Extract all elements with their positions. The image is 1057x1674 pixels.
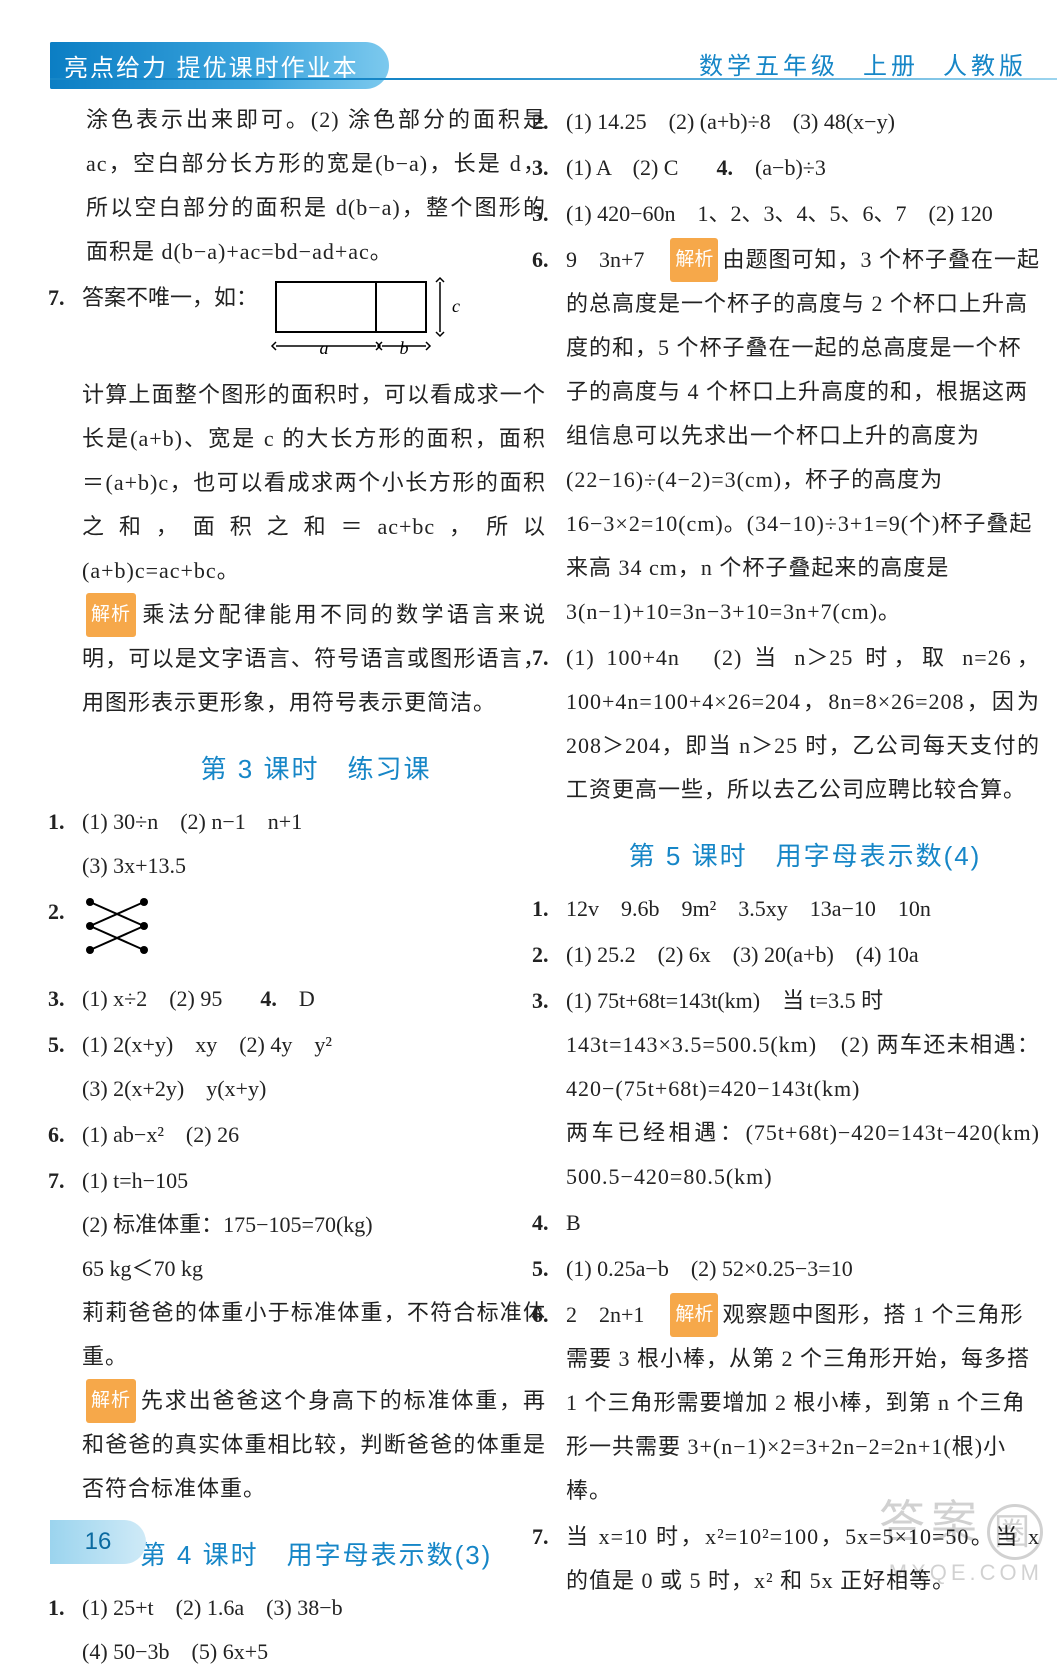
- s3-q1: 1. (1) 30÷n (2) n−1 n+1 (3) 3x+13.5: [86, 800, 546, 888]
- r-q7-text: (1) 100+4n (2) 当 n＞25 时，取 n=26，100+4n=10…: [566, 636, 1040, 812]
- analysis-tag: 解析: [86, 1379, 136, 1423]
- right-column: 2. (1) 14.25 (2) (a+b)÷8 (3) 48(x−y) 3. …: [570, 98, 1040, 1674]
- s3-q5a: (1) 2(x+y) xy (2) 4y y²: [82, 1023, 546, 1067]
- r-q2: 2. (1) 14.25 (2) (a+b)÷8 (3) 48(x−y): [570, 100, 1040, 144]
- analysis-tag: 解析: [670, 238, 718, 282]
- s3-q2: 2.: [86, 890, 546, 975]
- page-header: 亮点给力 提优课时作业本 数学五年级上册人教版: [0, 0, 1057, 80]
- s3-q6: 6. (1) ab−x² (2) 26: [86, 1113, 546, 1157]
- s5-q3b: 143t=143×3.5=500.5(km) (2) 两车还未相遇：420−(7…: [566, 1023, 1040, 1111]
- s5-q3c: 两车已经相遇：(75t+68t)−420=143t−420(km) 500.5−…: [566, 1111, 1040, 1199]
- s4-q1b: (4) 50−3b (5) 6x+5: [82, 1630, 546, 1674]
- section5-title: 第 5 课时 用字母表示数(4): [570, 836, 1040, 873]
- analysis-tag: 解析: [670, 1293, 718, 1337]
- page-number: 16: [50, 1520, 146, 1564]
- s3-q3: 3. (1) x÷2 (2) 954.D: [86, 977, 546, 1021]
- r-q7: 7. (1) 100+4n (2) 当 n＞25 时，取 n=26，100+4n…: [570, 636, 1040, 812]
- watermark: 答案圈 MXQE.COM: [879, 1486, 1043, 1586]
- r-q5-text: (1) 420−60n 1、2、3、4、5、6、7 (2) 120: [566, 192, 1040, 236]
- svg-text:c: c: [452, 296, 460, 316]
- subject: 数学五年级: [699, 53, 839, 80]
- item7-body: 计算上面整个图形的面积时，可以看成求一个长是(a+b)、宽是 c 的大长方形的面…: [82, 373, 546, 593]
- s3-q7: 7. (1) t=h−105 (2) 标准体重：175−105=70(kg) 6…: [86, 1159, 546, 1511]
- s4-q1a: (1) 25+t (2) 1.6a (3) 38−b: [82, 1586, 546, 1630]
- s3-q7d: 莉莉爸爸的体重小于标准体重，不符合标准体重。: [82, 1291, 546, 1379]
- edition: 人教版: [943, 53, 1027, 80]
- s5-q2-text: (1) 25.2 (2) 6x (3) 20(a+b) (4) 10a: [566, 933, 1040, 977]
- s3-q1a: (1) 30÷n (2) n−1 n+1: [82, 800, 546, 844]
- left-column: 涂色表示出来即可。(2) 涂色部分的面积是 ac，空白部分长方形的宽是(b−a)…: [86, 98, 546, 1674]
- section3-title: 第 3 课时 练习课: [86, 749, 546, 786]
- s5-q3a: (1) 75t+68t=143t(km) 当 t=3.5 时: [566, 979, 1040, 1023]
- s5-q6-lead: 2 2n+1: [566, 1302, 644, 1327]
- s4-q1: 1. (1) 25+t (2) 1.6a (3) 38−b (4) 50−3b …: [86, 1586, 546, 1674]
- rect-figure: a b c: [270, 276, 480, 373]
- r-q6: 6. 9 3n+7解析由题图可知，3 个杯子叠在一起的总高度是一个杯子的高度与 …: [570, 238, 1040, 634]
- svg-text:a: a: [319, 338, 328, 358]
- s5-q4-text: B: [566, 1201, 1040, 1245]
- brand-pill: 亮点给力 提优课时作业本: [50, 42, 389, 89]
- r-q6-lead: 9 3n+7: [566, 247, 644, 272]
- r-q4-text: (a−b)÷3: [755, 155, 826, 180]
- r-q3: 3. (1) A (2) C4.(a−b)÷3: [570, 146, 1040, 190]
- s5-q5: 5. (1) 0.25a−b (2) 52×0.25−3=10: [570, 1247, 1040, 1291]
- wm-text: 答案: [879, 1496, 983, 1548]
- s5-q6: 6. 2 2n+1解析观察题中图形，搭 1 个三角形需要 3 根小棒，从第 2 …: [570, 1293, 1040, 1513]
- left-item-7: 7. 答案不唯一，如： a b: [86, 276, 546, 725]
- item7-analysis-wrap: 解析乘法分配律能用不同的数学语言来说明，可以是文字语言、符号语言或图形语言，用图…: [82, 593, 546, 725]
- s5-q4: 4. B: [570, 1201, 1040, 1245]
- s3-q5: 5. (1) 2(x+y) xy (2) 4y y² (3) 2(x+2y) y…: [86, 1023, 546, 1111]
- content-columns: 涂色表示出来即可。(2) 涂色部分的面积是 ac，空白部分长方形的宽是(b−a)…: [0, 80, 1057, 1674]
- s3-q7a: (1) t=h−105: [82, 1159, 546, 1203]
- cross-diagram: [82, 894, 152, 958]
- r-q5: 5. (1) 420−60n 1、2、3、4、5、6、7 (2) 120: [570, 192, 1040, 236]
- wm-url: MXQE.COM: [879, 1560, 1043, 1586]
- s5-q5-text: (1) 0.25a−b (2) 52×0.25−3=10: [566, 1247, 1040, 1291]
- s3-q4-text: D: [299, 986, 315, 1011]
- svg-text:b: b: [399, 338, 408, 358]
- r-q6-body: 由题图可知，3 个杯子叠在一起的总高度是一个杯子的高度与 2 个杯口上升高度的和…: [566, 247, 1040, 624]
- s3-q6-text: (1) ab−x² (2) 26: [82, 1113, 546, 1157]
- volume: 上册: [863, 53, 919, 80]
- s3-q3-text: (1) x÷2 (2) 95: [82, 986, 222, 1011]
- s5-q2: 2. (1) 25.2 (2) 6x (3) 20(a+b) (4) 10a: [570, 933, 1040, 977]
- header-meta: 数学五年级上册人教版: [699, 46, 1027, 81]
- s5-q1-text: 12v 9.6b 9m² 3.5xy 13a−10 10n: [566, 887, 1040, 931]
- analysis-tag: 解析: [86, 593, 136, 637]
- r-q2-text: (1) 14.25 (2) (a+b)÷8 (3) 48(x−y): [566, 100, 1040, 144]
- item-number: 7.: [48, 276, 82, 725]
- wm-circle: 圈: [987, 1504, 1043, 1560]
- continuation-text: 涂色表示出来即可。(2) 涂色部分的面积是 ac，空白部分长方形的宽是(b−a)…: [86, 98, 546, 274]
- item7-analysis: 乘法分配律能用不同的数学语言来说明，可以是文字语言、符号语言或图形语言，用图形表…: [82, 602, 546, 715]
- s5-q3: 3. (1) 75t+68t=143t(km) 当 t=3.5 时 143t=1…: [570, 979, 1040, 1199]
- s3-q7e-wrap: 解析先求出爸爸这个身高下的标准体重，再和爸爸的真实体重相比较，判断爸爸的体重是否…: [82, 1379, 546, 1511]
- s5-q1: 1. 12v 9.6b 9m² 3.5xy 13a−10 10n: [570, 887, 1040, 931]
- s3-q7e: 先求出爸爸这个身高下的标准体重，再和爸爸的真实体重相比较，判断爸爸的体重是否符合…: [82, 1388, 546, 1501]
- s5-q6-body: 观察题中图形，搭 1 个三角形需要 3 根小棒，从第 2 个三角形开始，每多搭 …: [566, 1302, 1030, 1503]
- s3-q5b: (3) 2(x+2y) y(x+y): [82, 1067, 546, 1111]
- r-q3-text: (1) A (2) C: [566, 155, 678, 180]
- header-underline: [50, 78, 1057, 80]
- s3-q7c: 65 kg＜70 kg: [82, 1247, 546, 1291]
- s3-q1b: (3) 3x+13.5: [82, 844, 546, 888]
- s3-q7b: (2) 标准体重：175−105=70(kg): [82, 1203, 546, 1247]
- section4-title: 第 4 课时 用字母表示数(3): [86, 1535, 546, 1572]
- item7-lead: 答案不唯一，如：: [82, 285, 258, 310]
